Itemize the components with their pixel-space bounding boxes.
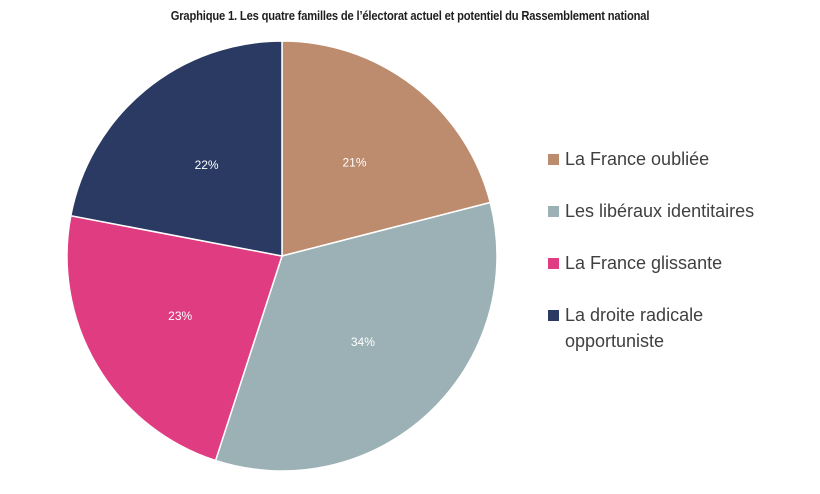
legend-label: Les libéraux identitaires bbox=[565, 201, 755, 221]
legend-swatch bbox=[548, 258, 559, 269]
legend-item-liberaux-identitaires: Les libéraux identitaires bbox=[548, 198, 810, 224]
slice-value-label: 22% bbox=[195, 158, 219, 172]
legend-swatch bbox=[548, 206, 559, 217]
slice-value-label: 34% bbox=[351, 335, 375, 349]
legend-swatch bbox=[548, 310, 559, 321]
legend-item-france-glissante: La France glissante bbox=[548, 250, 810, 276]
slice-value-label: 21% bbox=[342, 156, 366, 170]
legend-label: La France glissante bbox=[565, 253, 723, 273]
slice-value-label: 23% bbox=[168, 309, 192, 323]
legend-swatch bbox=[548, 154, 559, 165]
pie-slice-1 bbox=[214, 201, 498, 472]
pie-slice-3 bbox=[69, 40, 283, 257]
legend-item-france-oubliee: La France oubliée bbox=[548, 146, 810, 172]
legend-item-droite-radicale: La droite radicale opportuniste bbox=[548, 302, 810, 354]
legend-label: La France oubliée bbox=[565, 149, 710, 169]
chart-title: Graphique 1. Les quatre familles de l’él… bbox=[170, 8, 650, 23]
chart-legend: La France oubliée Les libéraux identitai… bbox=[548, 146, 810, 380]
legend-label: La droite radicale opportuniste bbox=[565, 305, 704, 351]
pie-slice-2 bbox=[66, 214, 283, 462]
pie-slice-0 bbox=[281, 40, 492, 257]
